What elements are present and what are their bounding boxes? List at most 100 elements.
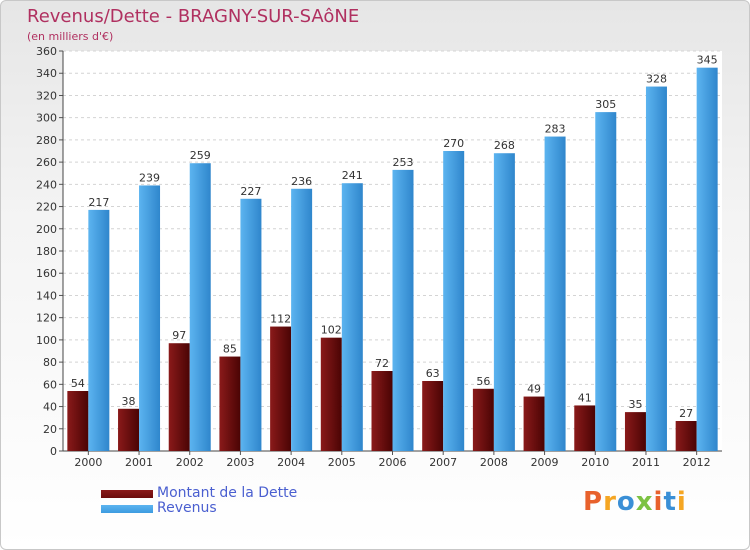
y-tick-label: 200 (36, 223, 57, 236)
bar-label-revenus: 241 (342, 169, 363, 182)
bar-revenus (240, 198, 262, 451)
proxiti-logo: Proxiti (583, 487, 687, 517)
y-tick-label: 20 (43, 423, 57, 436)
bar-revenus (88, 209, 110, 451)
x-tick-label: 2008 (480, 456, 508, 469)
bar-dette (219, 356, 241, 451)
bar-label-dette: 72 (375, 357, 389, 370)
bar-label-dette: 38 (122, 395, 136, 408)
bar-revenus (595, 112, 617, 451)
legend-swatch-dette (101, 490, 153, 498)
y-tick-label: 120 (36, 312, 57, 325)
y-tick-label: 360 (36, 45, 57, 58)
y-tick-label: 240 (36, 178, 57, 191)
bar-label-dette: 85 (223, 343, 237, 356)
bar-dette (472, 388, 494, 451)
bar-label-revenus: 270 (443, 137, 464, 150)
bar-label-revenus: 345 (697, 54, 718, 67)
legend-swatch-revenus (101, 505, 153, 513)
logo-letter: t (663, 487, 677, 517)
bar-revenus (544, 136, 566, 452)
y-tick-label: 140 (36, 289, 57, 302)
y-tick-label: 60 (43, 378, 57, 391)
bar-revenus (341, 183, 363, 451)
bar-revenus (696, 67, 718, 452)
y-tick-label: 220 (36, 201, 57, 214)
bar-dette (67, 391, 89, 451)
bar-label-revenus: 283 (545, 123, 566, 136)
bar-dette (168, 343, 190, 451)
y-tick-label: 180 (36, 245, 57, 258)
bar-dette (422, 381, 444, 451)
y-tick-label: 40 (43, 401, 57, 414)
bar-label-revenus: 236 (291, 175, 312, 188)
y-tick-label: 80 (43, 356, 57, 369)
bar-dette (118, 408, 140, 451)
chart-title: Revenus/Dette - BRAGNY-SUR-SAôNE (27, 6, 360, 27)
bar-label-dette: 27 (679, 407, 693, 420)
logo-letter: i (653, 487, 664, 517)
logo-letter: r (603, 487, 617, 517)
bar-label-dette: 56 (476, 375, 490, 388)
bar-revenus (493, 153, 515, 451)
x-tick-label: 2005 (328, 456, 356, 469)
bar-label-dette: 49 (527, 383, 541, 396)
bar-revenus (291, 188, 313, 451)
x-tick-label: 2010 (581, 456, 609, 469)
bar-dette (270, 326, 292, 451)
x-tick-label: 2004 (277, 456, 305, 469)
y-tick-label: 0 (50, 445, 57, 458)
bar-dette (624, 412, 646, 451)
bar-revenus (392, 169, 414, 451)
bar-dette (523, 396, 545, 451)
bar-label-revenus: 328 (646, 73, 667, 86)
bar-label-dette: 97 (172, 329, 186, 342)
legend-label-revenus: Revenus (157, 500, 217, 516)
bar-revenus (189, 163, 211, 451)
x-tick-label: 2009 (531, 456, 559, 469)
y-tick-label: 280 (36, 134, 57, 147)
bar-dette (320, 337, 342, 451)
bar-label-revenus: 253 (393, 156, 414, 169)
x-tick-label: 2006 (379, 456, 407, 469)
x-tick-label: 2002 (176, 456, 204, 469)
chart-subtitle: (en milliers d'€) (27, 30, 114, 43)
logo-letter: P (583, 487, 604, 517)
bar-revenus (139, 185, 161, 451)
x-tick-label: 2007 (429, 456, 457, 469)
bar-label-revenus: 259 (190, 149, 211, 162)
bar-label-dette: 102 (321, 324, 342, 337)
bar-dette (371, 371, 393, 451)
bar-label-revenus: 227 (240, 185, 261, 198)
bar-label-dette: 63 (426, 367, 440, 380)
logo-letter: i (676, 487, 687, 517)
bar-dette (675, 421, 697, 451)
bar-label-dette: 54 (71, 377, 85, 390)
x-tick-label: 2000 (74, 456, 102, 469)
y-tick-label: 100 (36, 334, 57, 347)
bar-revenus (443, 151, 465, 451)
bar-label-revenus: 268 (494, 139, 515, 152)
y-tick-label: 340 (36, 67, 57, 80)
y-tick-label: 300 (36, 112, 57, 125)
bar-revenus (645, 86, 667, 452)
bar-label-revenus: 305 (595, 98, 616, 111)
x-tick-label: 2001 (125, 456, 153, 469)
bar-label-dette: 112 (270, 313, 291, 326)
y-tick-label: 260 (36, 156, 57, 169)
y-tick-label: 160 (36, 267, 57, 280)
bar-label-revenus: 239 (139, 171, 160, 184)
x-tick-label: 2003 (226, 456, 254, 469)
bar-label-dette: 35 (628, 398, 642, 411)
bar-label-dette: 41 (578, 391, 592, 404)
logo-letter: x (635, 487, 654, 517)
x-tick-label: 2011 (632, 456, 660, 469)
bar-dette (574, 405, 596, 451)
x-tick-label: 2012 (683, 456, 711, 469)
bar-chart: 0 20 40 60 80 100 120 140 160 180 200 220 240 260 280 3… (36, 45, 722, 469)
logo-letter: o (616, 487, 636, 517)
bar-label-revenus: 217 (88, 196, 109, 209)
legend-label-dette: Montant de la Dette (157, 485, 298, 501)
y-tick-label: 320 (36, 89, 57, 102)
